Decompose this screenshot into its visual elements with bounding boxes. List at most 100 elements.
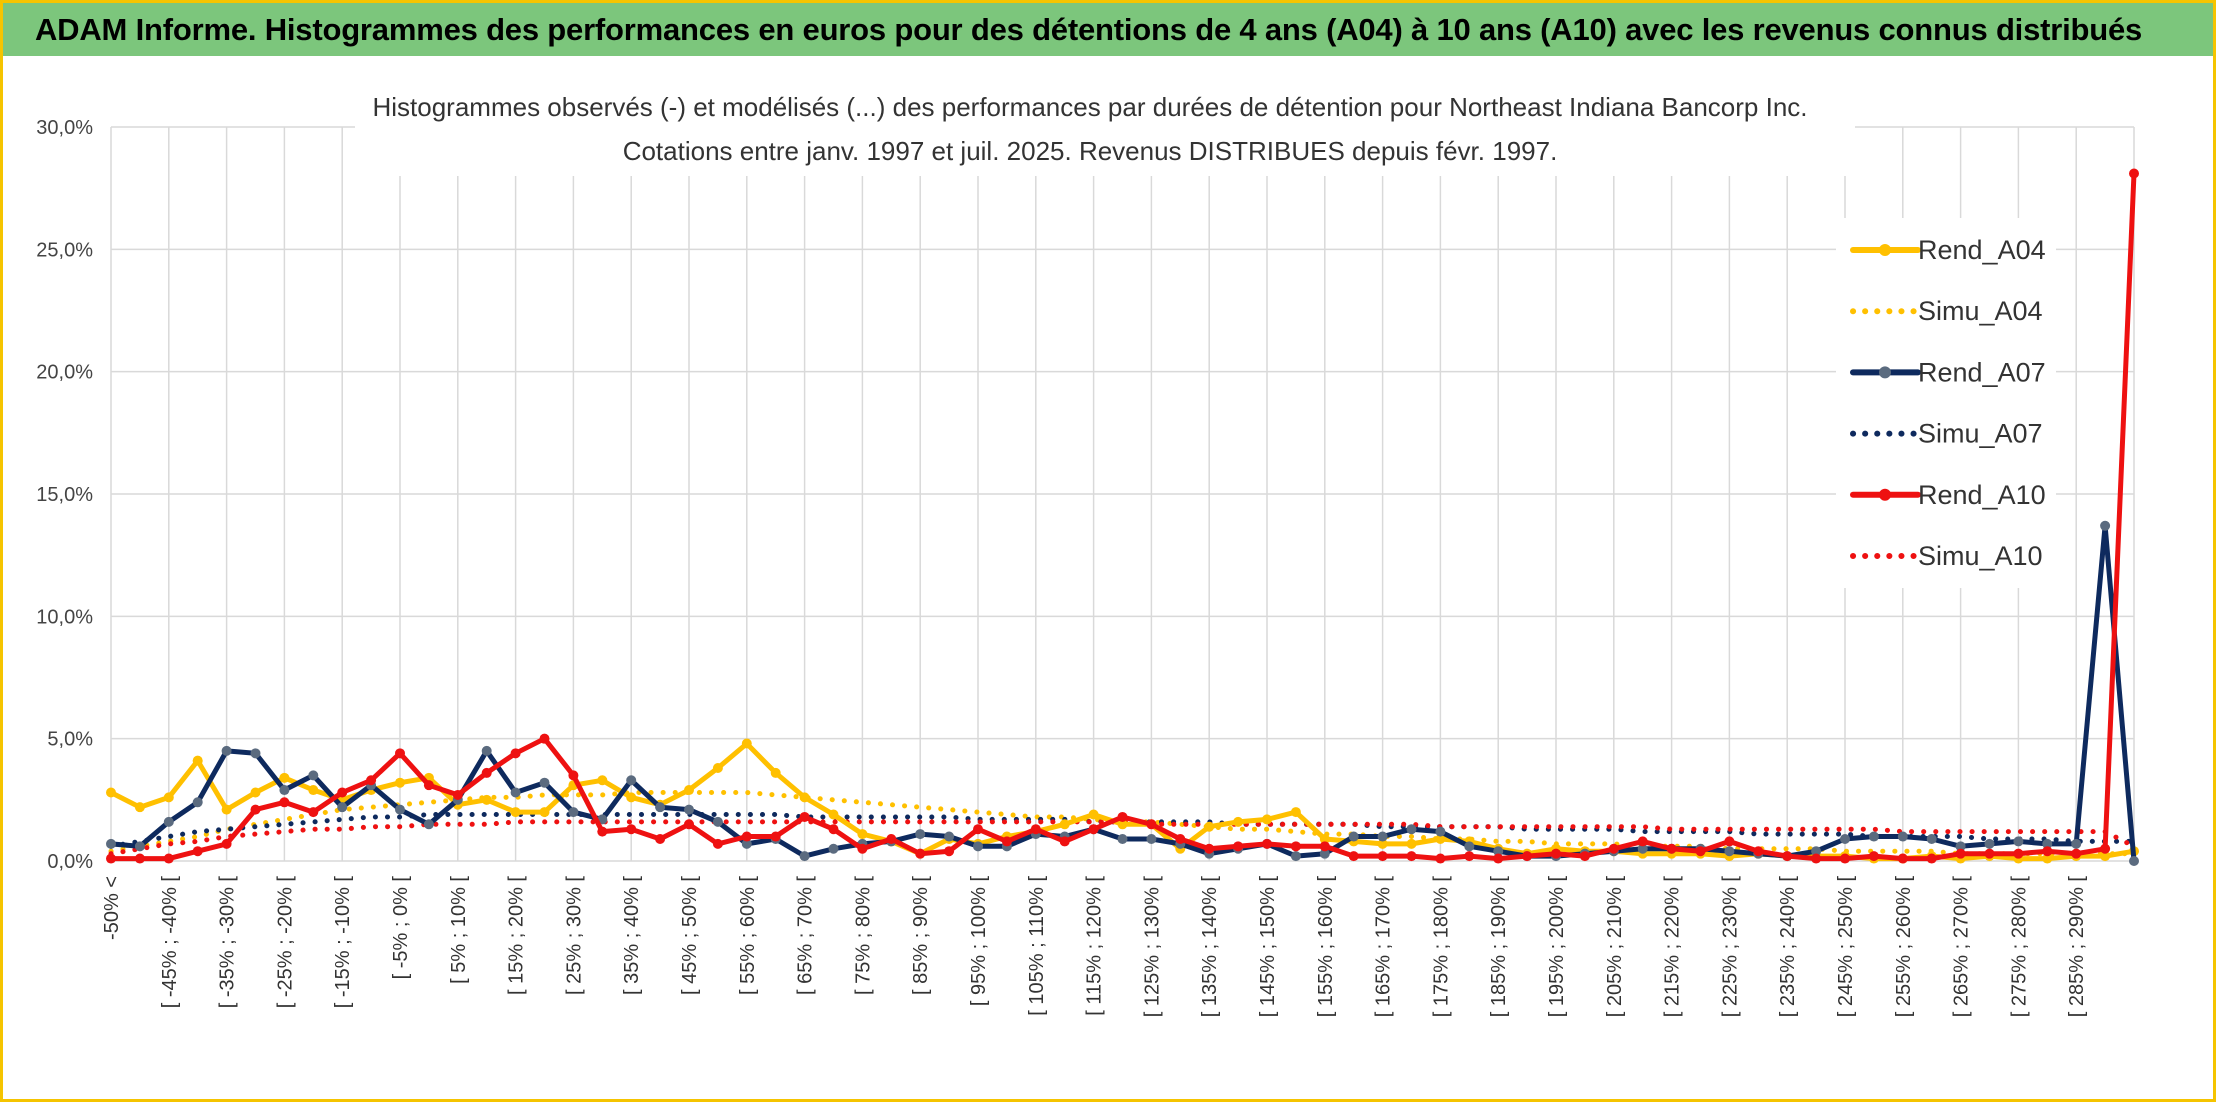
data-point-rend-a10: [828, 824, 839, 835]
legend: Rend_A04 Simu_A04 Rend_A07 Simu_A07 Rend_A10…: [1836, 218, 2056, 588]
chart-title: Histogrammes observés (-) et modélisés (…: [372, 92, 1807, 122]
data-point-rend-a10: [1146, 819, 1157, 830]
data-point-rend-a04: [684, 785, 694, 796]
data-point-rend-a07: [192, 797, 203, 808]
data-point-rend-a07: [712, 816, 723, 827]
data-point-rend-a07: [308, 770, 319, 781]
data-point-rend-a07: [395, 804, 405, 815]
data-point-rend-a10: [2129, 168, 2139, 179]
data-point-rend-a04: [134, 802, 145, 813]
data-point-rend-a07: [2129, 856, 2139, 866]
x-tick-label: [ 15% ; 20% [: [506, 876, 528, 995]
y-tick-label: 0,0%: [47, 851, 93, 873]
data-point-rend-a07: [1897, 831, 1908, 842]
legend-label: Simu_A10: [1918, 541, 2043, 571]
data-point-rend-a10: [1290, 841, 1301, 852]
data-point-rend-a10: [1493, 853, 1504, 864]
legend-label: Simu_A04: [1918, 296, 2043, 326]
x-tick-label: [ 285% ; 290% [: [2066, 876, 2088, 1018]
data-point-rend-a10: [1637, 836, 1648, 847]
x-tick-label: [ 145% ; 150% [: [1257, 876, 1279, 1018]
data-point-rend-a10: [337, 787, 348, 798]
legend-label: Rend_A04: [1918, 235, 2046, 265]
report-title: ADAM Informe. Histogrammes des performan…: [35, 11, 2143, 47]
x-tick-label: [ -15% ; -10% [: [332, 876, 354, 1009]
x-tick-label: [ 125% ; 130% [: [1141, 876, 1163, 1018]
legend-label: Rend_A07: [1918, 357, 2046, 387]
data-point-rend-a04: [712, 763, 723, 774]
x-axis: -50% < [ -45% ; -40% [[ -35% ; -30% [[ -2…: [101, 876, 2088, 1018]
data-point-rend-a10: [134, 853, 145, 864]
x-tick-label: [ 195% ; 200% [: [1546, 876, 1568, 1018]
data-point-rend-a10: [684, 819, 694, 830]
data-point-rend-a10: [250, 804, 261, 815]
data-point-rend-a04: [481, 794, 492, 805]
x-tick-label: [ 275% ; 280% [: [2008, 876, 2030, 1018]
data-point-rend-a04: [539, 807, 550, 818]
data-point-rend-a07: [1926, 833, 1937, 844]
data-point-rend-a07: [626, 775, 637, 786]
data-point-rend-a07: [1464, 841, 1475, 852]
x-tick-label: [ 135% ; 140% [: [1199, 876, 1221, 1018]
data-point-rend-a10: [539, 733, 550, 744]
data-point-rend-a07: [1984, 838, 1995, 849]
data-point-rend-a07: [250, 748, 261, 759]
data-point-rend-a07: [828, 843, 839, 854]
data-point-rend-a10: [2100, 843, 2111, 854]
data-point-rend-a10: [279, 797, 290, 808]
data-point-rend-a10: [568, 770, 579, 781]
data-point-rend-a10: [1406, 851, 1417, 862]
x-tick-label: [ 165% ; 170% [: [1373, 876, 1395, 1018]
data-point-rend-a10: [944, 846, 955, 857]
y-tick-label: 30,0%: [36, 117, 93, 139]
data-point-rend-a10: [712, 838, 723, 849]
data-point-rend-a10: [1464, 851, 1475, 862]
data-point-rend-a07: [1406, 824, 1417, 835]
legend-label: Rend_A10: [1918, 480, 2046, 510]
y-tick-label: 15,0%: [36, 484, 93, 506]
data-point-rend-a04: [741, 738, 752, 749]
data-point-rend-a10: [395, 748, 405, 759]
data-point-rend-a10: [1001, 836, 1012, 847]
data-point-rend-a04: [2100, 851, 2111, 862]
data-point-rend-a10: [1233, 841, 1244, 852]
data-point-rend-a07: [1637, 843, 1648, 854]
data-point-rend-a07: [741, 838, 752, 849]
data-point-rend-a10: [2013, 848, 2024, 859]
data-point-rend-a07: [2071, 838, 2082, 849]
x-tick-label: [ 185% ; 190% [: [1488, 876, 1510, 1018]
data-point-rend-a10: [2071, 848, 2082, 859]
legend-box: [1836, 218, 2056, 588]
data-point-rend-a07: [2042, 838, 2053, 849]
data-point-rend-a10: [799, 811, 810, 822]
data-point-rend-a04: [308, 785, 319, 796]
data-point-rend-a10: [1753, 846, 1764, 857]
data-point-rend-a10: [770, 831, 781, 842]
data-point-rend-a10: [1088, 824, 1099, 835]
data-point-rend-a07: [481, 745, 492, 756]
data-point-rend-a10: [1117, 811, 1128, 822]
data-point-rend-a04: [279, 772, 290, 783]
data-point-rend-a07: [221, 745, 232, 756]
x-tick-label: [ 55% ; 60% [: [737, 876, 759, 995]
data-point-rend-a04: [1059, 819, 1070, 830]
x-tick-label: [ 155% ; 160% [: [1315, 876, 1337, 1018]
data-point-rend-a10: [1897, 853, 1908, 864]
data-point-rend-a07: [944, 831, 955, 842]
x-tick-label: [ 115% ; 120% [: [1084, 876, 1106, 1016]
x-tick-label: [ 255% ; 260% [: [1893, 876, 1915, 1018]
data-point-rend-a04: [828, 809, 839, 820]
data-point-rend-a07: [568, 807, 579, 818]
x-tick-label: [ 265% ; 270% [: [1951, 876, 1973, 1018]
data-point-rend-a04: [192, 755, 203, 766]
data-point-rend-a07: [134, 841, 145, 852]
data-point-rend-a07: [1868, 831, 1879, 842]
series-group: [106, 168, 2139, 866]
data-point-rend-a10: [308, 807, 319, 818]
data-point-rend-a07: [1319, 848, 1330, 859]
data-point-rend-a10: [1608, 843, 1619, 854]
data-point-rend-a04: [1377, 838, 1388, 849]
data-point-rend-a10: [1868, 851, 1879, 862]
data-point-rend-a04: [510, 807, 521, 818]
